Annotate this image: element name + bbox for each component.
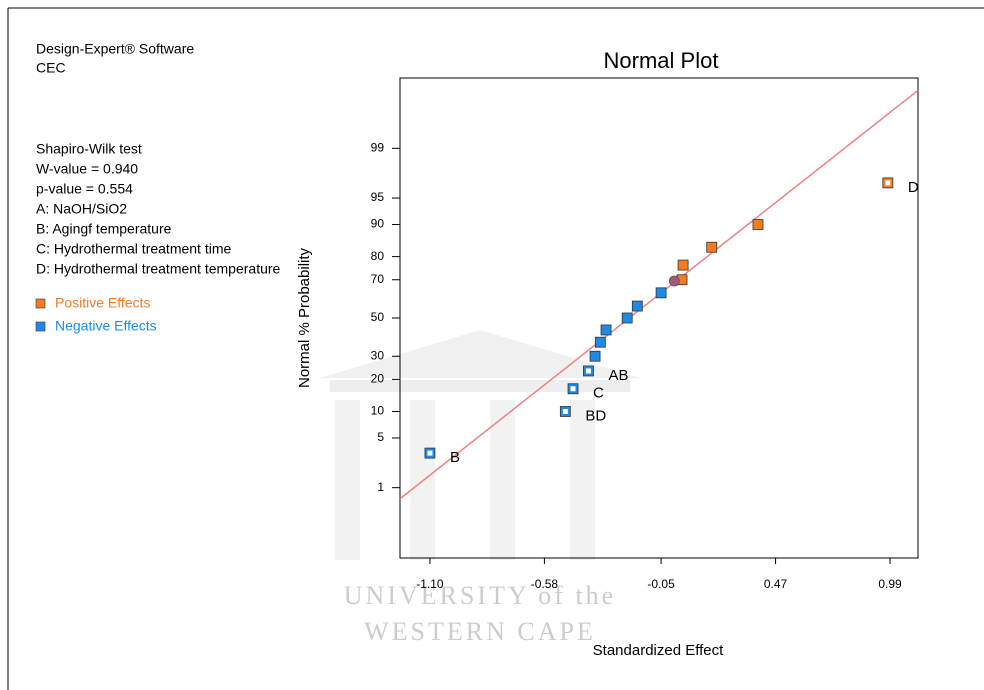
- watermark-shape: [490, 400, 515, 560]
- point-label: AB: [608, 367, 628, 384]
- watermark-text: WESTERN CAPE: [364, 617, 596, 646]
- y-axis-title: Normal % Probability: [296, 247, 313, 388]
- watermark-text: UNIVERSITY of the: [344, 581, 616, 610]
- y-tick-label: 20: [371, 372, 385, 386]
- x-tick-label: -0.05: [647, 577, 675, 591]
- point-highlight: [427, 450, 433, 456]
- y-tick-label: 99: [371, 140, 385, 154]
- x-tick-label: 0.99: [878, 577, 902, 591]
- point: [752, 219, 764, 230]
- x-tick-label: -1.10: [416, 577, 444, 591]
- y-tick-label: 80: [371, 249, 385, 263]
- point: [655, 287, 667, 299]
- y-tick-label: 50: [371, 310, 385, 324]
- watermark-shape: [570, 400, 595, 560]
- point: [589, 350, 601, 362]
- point-highlight: [885, 180, 891, 186]
- point-highlight: [570, 386, 576, 392]
- y-tick-label: 90: [371, 217, 385, 231]
- x-axis-title: Standardized Effect: [593, 642, 724, 659]
- point-highlight: [562, 408, 568, 414]
- point: [706, 241, 718, 253]
- note: C: Hydrothermal treatment time: [36, 241, 231, 257]
- y-tick-label: 70: [371, 272, 385, 286]
- legend-swatch: [35, 321, 46, 332]
- point-label: C: [593, 385, 604, 402]
- note: D: Hydrothermal treatment temperature: [36, 261, 281, 277]
- point: [677, 259, 689, 271]
- chart-title: Normal Plot: [604, 48, 719, 73]
- legend-label: Negative Effects: [55, 318, 157, 334]
- note: p-value = 0.554: [36, 181, 133, 197]
- y-tick-label: 10: [371, 404, 385, 418]
- software-name: Design-Expert® Software: [36, 41, 194, 57]
- watermark-shape: [335, 400, 360, 560]
- point: [631, 300, 643, 312]
- point: [594, 336, 606, 348]
- point-label: B: [450, 449, 460, 466]
- response-name: CEC: [36, 60, 66, 76]
- point: [600, 324, 612, 336]
- note: W-value = 0.940: [36, 161, 138, 177]
- watermark: [320, 330, 640, 560]
- y-tick-label: 5: [377, 430, 384, 444]
- x-tick-label: 0.47: [764, 577, 788, 591]
- plot-frame: [399, 77, 919, 559]
- point-label: D: [908, 179, 919, 196]
- y-tick-label: 95: [371, 190, 385, 204]
- x-tick-label: -0.58: [531, 577, 559, 591]
- point: [668, 275, 680, 287]
- point: [621, 312, 633, 324]
- point-highlight: [585, 368, 591, 374]
- y-tick-label: 1: [377, 480, 384, 494]
- point-label: BD: [585, 407, 606, 424]
- y-tick-label: 30: [371, 348, 385, 362]
- legend-swatch: [35, 298, 46, 309]
- note: A: NaOH/SiO2: [36, 201, 127, 217]
- watermark-shape: [330, 380, 630, 392]
- note: Shapiro-Wilk test: [36, 141, 142, 157]
- note: B: Agingf temperature: [36, 221, 172, 237]
- watermark-shape: [410, 400, 435, 560]
- legend-label: Positive Effects: [55, 295, 150, 311]
